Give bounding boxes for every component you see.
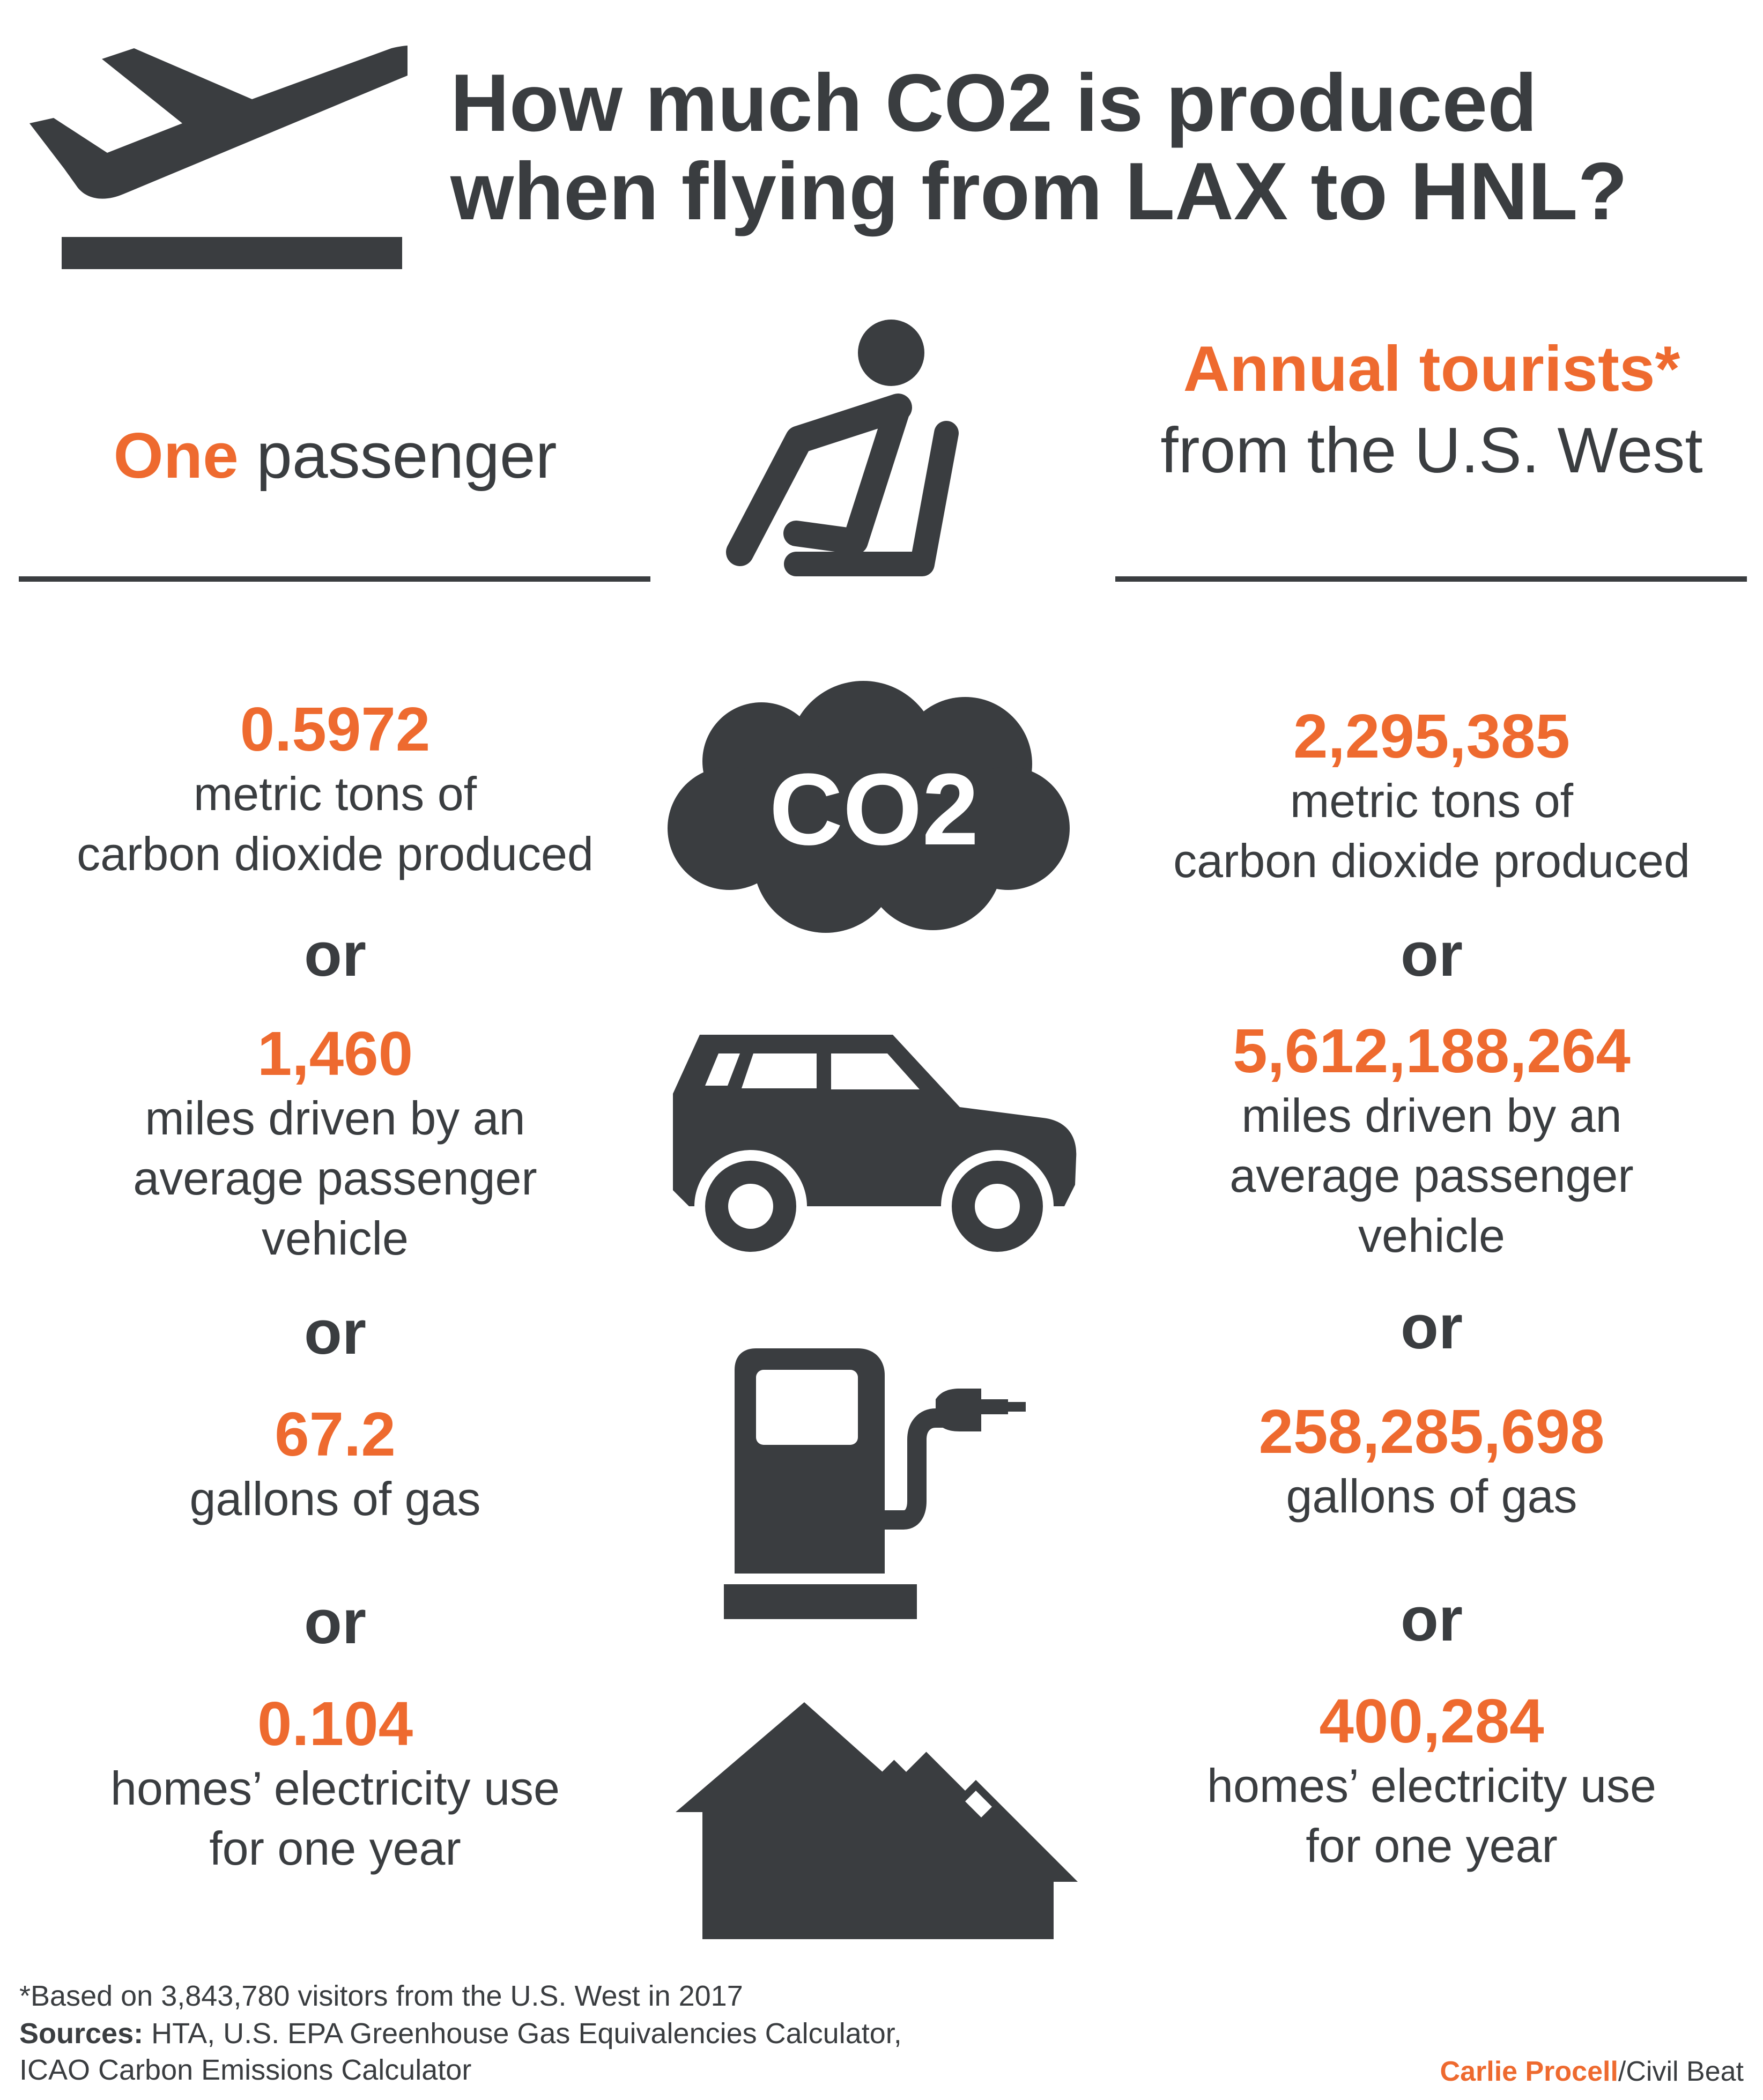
left-miles-desc-3: vehicle — [262, 1212, 409, 1265]
left-co2-desc-1: metric tons of — [193, 767, 477, 820]
houses-icon — [676, 1702, 1078, 1939]
right-miles-value: 5,612,188,264 — [1233, 1016, 1631, 1086]
right-column-header: Annual tourists* from the U.S. West — [1115, 331, 1748, 488]
right-header-text: from the U.S. West — [1160, 414, 1703, 486]
left-miles-desc-2: average passenger — [133, 1152, 537, 1205]
left-gas-desc: gallons of gas — [189, 1472, 481, 1525]
sources-text-1: HTA, U.S. EPA Greenhouse Gas Equivalenci… — [143, 2017, 902, 2050]
co2-cloud-icon: CO2 — [668, 681, 1070, 933]
right-gas-block: 258,285,698 gallons of gas — [1115, 1397, 1748, 1526]
right-gas-desc: gallons of gas — [1286, 1470, 1577, 1523]
left-co2-value: 0.5972 — [240, 694, 431, 764]
co2-badge-text: CO2 — [769, 753, 979, 866]
page-title: How much CO2 is produced when flying fro… — [450, 59, 1748, 236]
left-or-1: or — [304, 919, 366, 989]
right-homes-desc-2: for one year — [1306, 1819, 1558, 1872]
left-or-2: or — [304, 1297, 366, 1367]
left-miles-value: 1,460 — [257, 1019, 413, 1088]
right-divider — [1115, 576, 1747, 582]
left-co2-desc-2: carbon dioxide produced — [77, 827, 594, 880]
seated-passenger-icon — [726, 320, 959, 576]
airplane-takeoff-icon — [29, 46, 408, 269]
left-homes-block: 0.104 homes’ electricity use for one yea… — [16, 1689, 654, 1879]
credit-org: /Civil Beat — [1618, 2056, 1744, 2087]
right-miles-block: 5,612,188,264 miles driven by an average… — [1115, 1016, 1748, 1266]
left-miles-block: 1,460 miles driven by an average passeng… — [16, 1019, 654, 1268]
left-header-highlight: One — [113, 420, 239, 492]
right-co2-desc-2: carbon dioxide produced — [1173, 834, 1690, 887]
credit: Carlie Procell/Civil Beat — [1440, 2054, 1744, 2089]
right-or-2: or — [1401, 1292, 1463, 1362]
right-co2-block: 2,295,385 metric tons of carbon dioxide … — [1115, 701, 1748, 891]
title-line-2: when flying from LAX to HNL? — [450, 146, 1628, 237]
gas-pump-icon — [724, 1348, 1026, 1619]
title-line-1: How much CO2 is produced — [450, 57, 1537, 149]
sources-line-2: ICAO Carbon Emissions Calculator — [19, 2054, 472, 2086]
footnote: *Based on 3,843,780 visitors from the U.… — [19, 1980, 743, 2012]
right-co2-desc-1: metric tons of — [1290, 774, 1574, 827]
left-homes-value: 0.104 — [257, 1689, 413, 1758]
left-header-text: passenger — [238, 420, 557, 492]
right-or-1: or — [1401, 919, 1463, 989]
sources-line-1: Sources: HTA, U.S. EPA Greenhouse Gas Eq… — [19, 2016, 902, 2051]
left-homes-desc-2: for one year — [209, 1822, 461, 1875]
right-co2-value: 2,295,385 — [1293, 701, 1571, 771]
credit-name: Carlie Procell — [1440, 2056, 1618, 2087]
left-co2-block: 0.5972 metric tons of carbon dioxide pro… — [16, 694, 654, 884]
left-column-header: One passenger — [16, 418, 654, 493]
left-gas-value: 67.2 — [275, 1399, 396, 1469]
right-or-3: or — [1401, 1584, 1463, 1654]
right-miles-desc-2: average passenger — [1229, 1149, 1634, 1202]
right-homes-desc-1: homes’ electricity use — [1207, 1759, 1656, 1812]
left-divider — [19, 576, 650, 582]
right-miles-desc-1: miles driven by an — [1241, 1089, 1622, 1142]
left-gas-block: 67.2 gallons of gas — [16, 1399, 654, 1529]
right-miles-desc-3: vehicle — [1358, 1209, 1505, 1262]
right-gas-value: 258,285,698 — [1258, 1397, 1605, 1466]
left-homes-desc-1: homes’ electricity use — [110, 1762, 560, 1815]
right-header-highlight: Annual tourists* — [1183, 333, 1680, 405]
left-or-3: or — [304, 1587, 366, 1657]
right-homes-block: 400,284 homes’ electricity use for one y… — [1115, 1686, 1748, 1876]
left-miles-desc-1: miles driven by an — [145, 1092, 525, 1145]
right-homes-value: 400,284 — [1319, 1686, 1544, 1756]
car-icon — [673, 1035, 1077, 1263]
sources-label: Sources: — [19, 2017, 144, 2050]
